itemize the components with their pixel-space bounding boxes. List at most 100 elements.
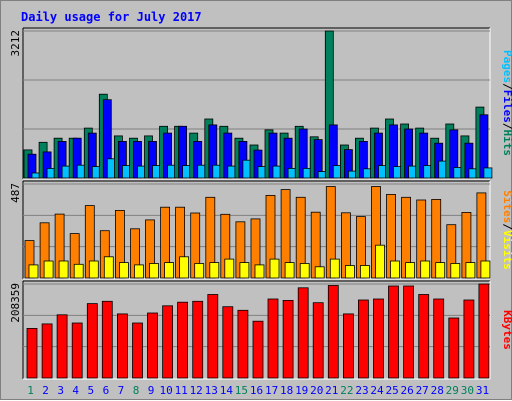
day-label: 1 <box>27 384 34 397</box>
day-label: 21 <box>325 384 338 397</box>
bar-kbytes-day-12 <box>192 300 204 379</box>
day-label: 12 <box>190 384 203 397</box>
bar-visits-day-18 <box>284 262 295 279</box>
legend-visits: Visits <box>501 230 512 270</box>
bar-kbytes-day-5 <box>86 303 98 379</box>
bar-kbytes-day-24 <box>373 298 384 379</box>
bar-visits-day-7 <box>119 262 129 279</box>
bar-kbytes-day-1 <box>26 327 38 379</box>
bar-visits-day-15 <box>239 262 250 279</box>
bar-visits-day-10 <box>164 262 175 279</box>
bar-visits-day-12 <box>194 263 205 279</box>
bar-kbytes-day-3 <box>56 314 68 379</box>
bar-kbytes-day-15 <box>237 309 249 379</box>
day-label: 24 <box>370 384 384 397</box>
day-label: 14 <box>220 384 234 397</box>
bar-visits-day-11 <box>179 256 190 279</box>
bar-kbytes-day-2 <box>41 323 53 379</box>
day-label: 30 <box>461 384 474 397</box>
day-label: 13 <box>205 384 218 397</box>
bar-kbytes-day-7 <box>117 313 128 379</box>
bar-kbytes-day-26 <box>403 285 415 379</box>
legend-hits: Hits <box>501 130 512 157</box>
bar-visits-day-28 <box>435 262 446 279</box>
legend-sep: / <box>501 223 512 230</box>
bar-visits-day-2 <box>43 260 54 279</box>
bar-visits-day-3 <box>58 260 69 279</box>
bar-visits-day-27 <box>420 260 431 279</box>
bottom-y-max-label: 208359 <box>9 283 22 323</box>
day-label: 17 <box>265 384 278 397</box>
bar-kbytes-day-22 <box>342 313 354 379</box>
bar-visits-day-21 <box>329 258 340 279</box>
bar-kbytes-day-20 <box>312 302 324 379</box>
legend-kbytes: KBytes <box>501 310 512 350</box>
bar-kbytes-day-31 <box>478 283 490 379</box>
bar-kbytes-day-8 <box>132 322 143 379</box>
bar-kbytes-day-4 <box>71 322 83 379</box>
bar-visits-day-22 <box>344 265 355 279</box>
bar-kbytes-day-30 <box>463 299 475 379</box>
bar-visits-day-14 <box>224 258 235 279</box>
day-label: 31 <box>476 384 489 397</box>
bar-visits-day-4 <box>73 263 84 279</box>
day-label: 9 <box>148 384 155 397</box>
x-axis-day-labels: 1 2 3 4 5 6 7 8 9 10 11 12 13 14 15 16 17 18 19 20 21 22 23 24 2… <box>27 384 489 397</box>
top-legend: Pages/Files/Hits <box>501 50 512 156</box>
bar-kbytes-day-17 <box>267 298 279 379</box>
bar-kbytes-day-18 <box>282 299 294 379</box>
bar-kbytes-day-29 <box>448 317 460 379</box>
day-label: 2 <box>42 384 49 397</box>
bar-kbytes-day-21 <box>327 285 339 379</box>
bar-kbytes-day-28 <box>433 298 445 379</box>
bar-visits-day-17 <box>269 258 280 279</box>
day-label: 3 <box>57 384 64 397</box>
legend-sep: / <box>501 123 512 130</box>
bar-visits-day-19 <box>299 263 310 279</box>
bar-visits-day-8 <box>134 264 144 279</box>
bar-visits-day-20 <box>314 266 325 279</box>
bar-kbytes-day-14 <box>222 306 234 379</box>
bar-visits-day-24 <box>375 244 385 279</box>
day-label: 23 <box>355 384 368 397</box>
bar-pages-day-31 <box>483 167 493 179</box>
bar-visits-day-30 <box>465 262 476 279</box>
bar-visits-day-29 <box>450 263 461 279</box>
middle-y-max-label: 487 <box>9 183 22 203</box>
day-label: 5 <box>87 384 94 397</box>
bar-visits-day-9 <box>149 263 159 279</box>
bar-kbytes-day-16 <box>252 320 264 379</box>
bar-visits-day-31 <box>480 260 491 279</box>
legend-pages: Pages <box>501 50 512 83</box>
day-label: 25 <box>385 384 398 397</box>
bar-visits-day-26 <box>405 262 416 279</box>
day-label: 27 <box>416 384 429 397</box>
bar-kbytes-day-6 <box>101 300 113 379</box>
day-label: 10 <box>159 384 172 397</box>
bottom-legend: KBytes <box>501 310 512 350</box>
day-label: 28 <box>431 384 444 397</box>
day-label: 11 <box>175 384 188 397</box>
bar-kbytes-day-27 <box>418 294 430 379</box>
bar-visits-day-25 <box>390 260 400 279</box>
day-label: 7 <box>118 384 125 397</box>
day-label: 26 <box>400 384 413 397</box>
bar-visits-day-6 <box>103 256 114 279</box>
top-y-max-label: 3212 <box>9 30 22 57</box>
day-label: 29 <box>446 384 459 397</box>
bar-kbytes-day-13 <box>207 294 219 379</box>
bar-kbytes-day-10 <box>162 305 174 379</box>
legend-files: Files <box>501 90 512 123</box>
day-label: 18 <box>280 384 293 397</box>
chart-title: Daily usage for July 2017 <box>21 10 202 24</box>
bar-kbytes-day-11 <box>177 301 189 379</box>
day-label: 16 <box>250 384 263 397</box>
middle-legend: Sites/Visits <box>501 190 512 270</box>
legend-sep: / <box>501 83 512 90</box>
day-label: 8 <box>133 384 140 397</box>
bar-kbytes-day-9 <box>147 312 158 379</box>
bar-visits-day-1 <box>28 264 39 279</box>
day-label: 6 <box>103 384 110 397</box>
